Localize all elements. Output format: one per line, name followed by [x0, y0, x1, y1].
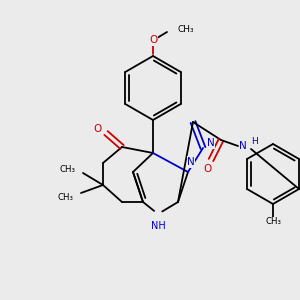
Text: CH₃: CH₃ [60, 166, 76, 175]
Text: O: O [149, 35, 157, 45]
Text: NH: NH [151, 221, 165, 231]
Text: O: O [94, 124, 102, 134]
Text: O: O [203, 164, 211, 174]
Text: CH₃: CH₃ [265, 218, 281, 226]
Text: CH₃: CH₃ [58, 193, 74, 202]
Text: CH₃: CH₃ [177, 26, 194, 34]
Text: H: H [252, 137, 258, 146]
Text: N: N [187, 157, 195, 167]
Text: N: N [239, 141, 247, 151]
Text: N: N [207, 138, 215, 148]
